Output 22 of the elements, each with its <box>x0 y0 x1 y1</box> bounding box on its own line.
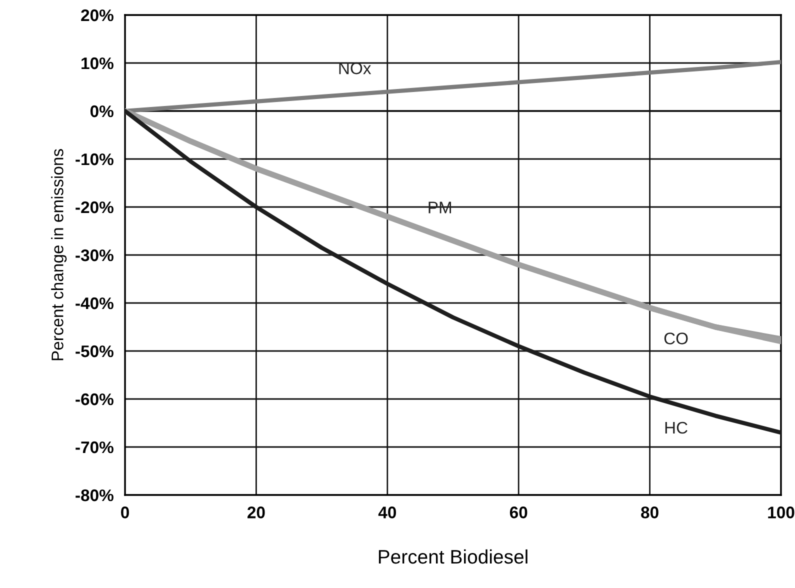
y-tick-label: -70% <box>76 441 114 454</box>
y-tick-label: 20% <box>81 9 114 22</box>
x-tick-label: 0 <box>121 506 129 518</box>
y-tick-label: -60% <box>76 393 114 406</box>
y-tick-label: -30% <box>76 249 114 262</box>
y-tick-label: -40% <box>76 297 114 310</box>
annotation: HC <box>665 422 688 434</box>
y-tick-label: -50% <box>76 345 114 358</box>
y-tick-label: -10% <box>76 153 114 166</box>
x-tick-label: 60 <box>510 506 528 518</box>
y-tick-label: 10% <box>82 57 114 70</box>
annotation: CO <box>664 332 688 344</box>
x-tick-label: 40 <box>378 506 396 518</box>
annotation: NOx <box>339 62 372 74</box>
y-tick-label: -80% <box>76 489 114 502</box>
x-tick-label: 80 <box>641 506 658 518</box>
x-axis-title: Percent Biodiesel <box>378 549 528 564</box>
y-axis-title: Percent change in emissions <box>51 149 67 360</box>
x-tick-label: 100 <box>768 506 794 518</box>
y-tick-label: -20% <box>76 201 114 214</box>
x-tick-label: 20 <box>248 506 265 518</box>
y-tick-label: 0% <box>90 105 114 118</box>
